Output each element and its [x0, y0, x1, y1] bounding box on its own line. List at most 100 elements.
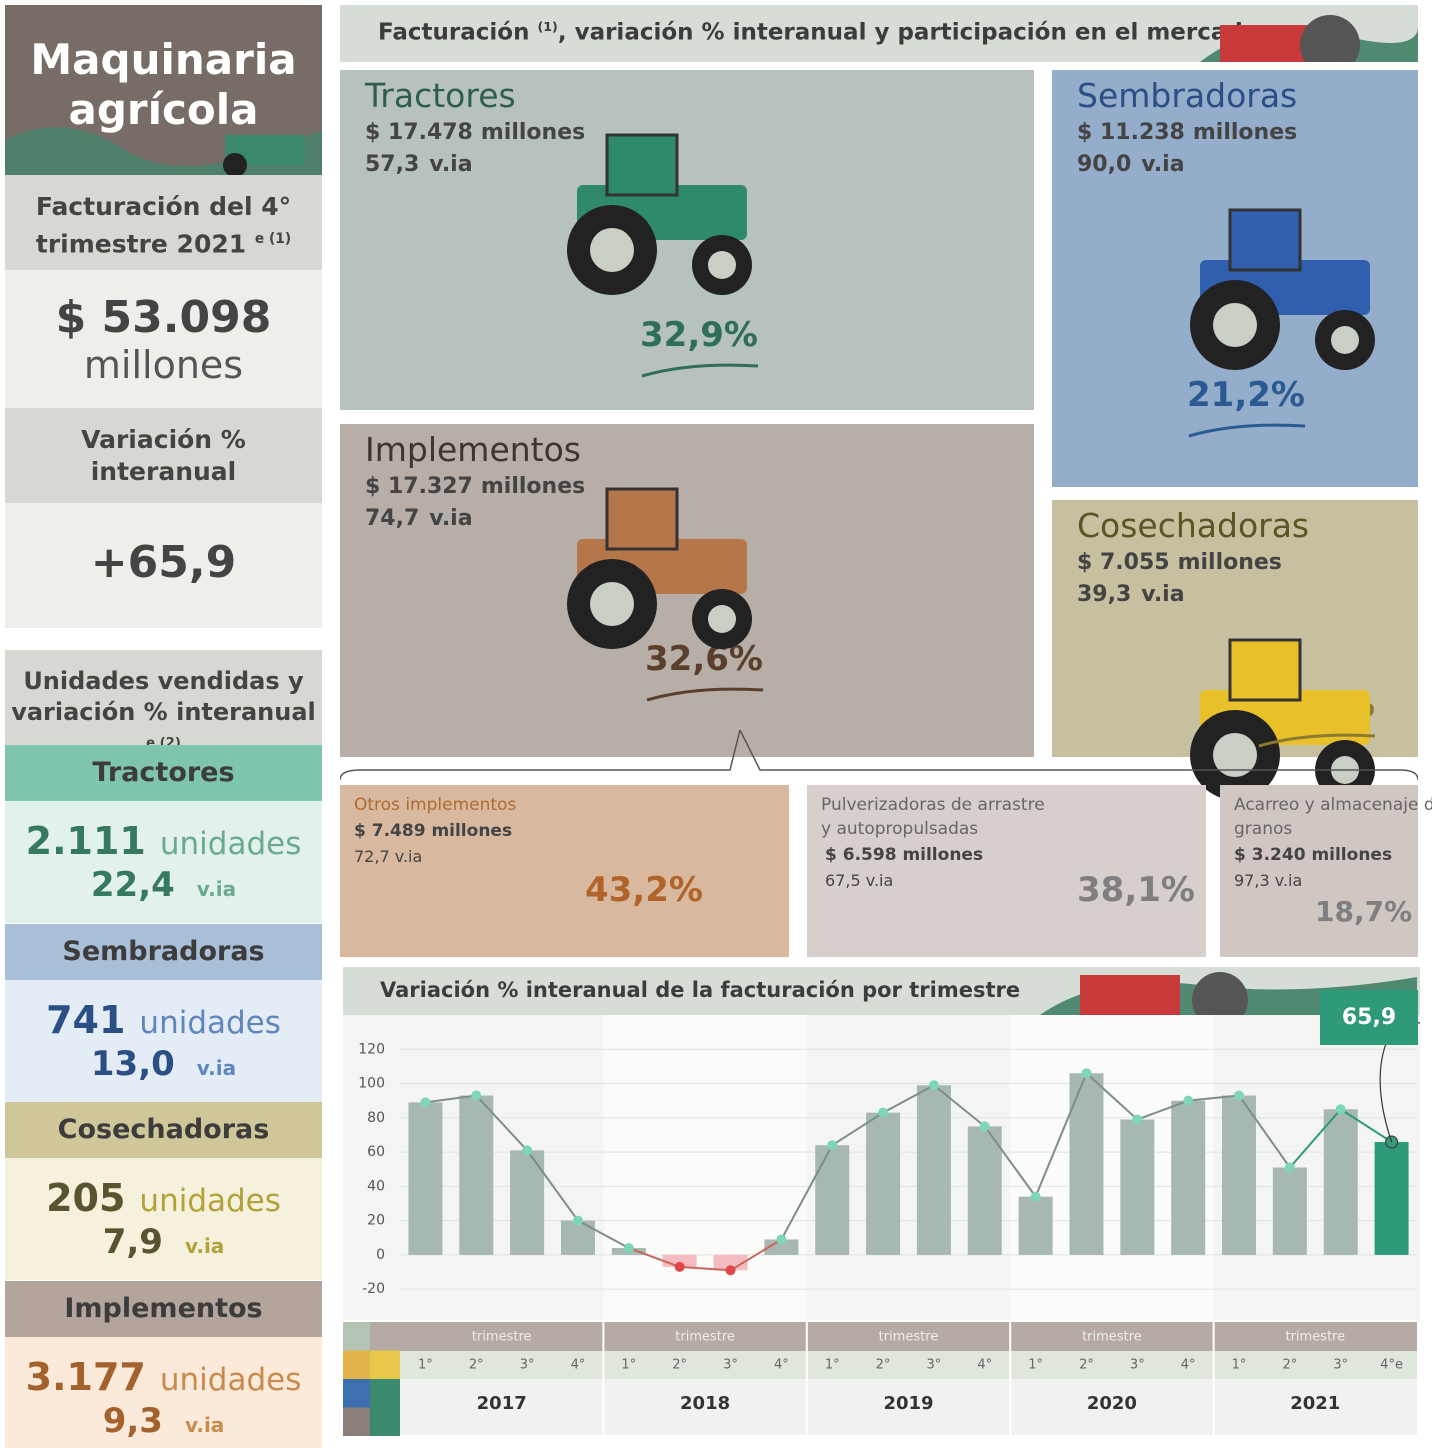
point	[929, 1080, 939, 1090]
annotation: 65,9	[1342, 1005, 1396, 1030]
unit-header: Implementos	[5, 1281, 322, 1337]
y-tick-label: 20	[367, 1213, 385, 1229]
point	[1285, 1163, 1295, 1173]
share: 38,1%	[1077, 870, 1195, 910]
point	[1132, 1115, 1142, 1125]
unit-unit: unidades	[160, 826, 301, 862]
change: 39,3	[1077, 582, 1131, 607]
segment-name: Tractores	[365, 76, 516, 115]
swoosh	[640, 360, 760, 380]
point	[1386, 1136, 1398, 1148]
billing-unit: millones	[5, 343, 322, 387]
year-label: 2017	[477, 1393, 527, 1414]
x-tick-label: 2°	[469, 1358, 484, 1373]
year-label: 2020	[1087, 1393, 1137, 1414]
point	[624, 1243, 634, 1253]
market-title-text: , variación % interanual y participación…	[558, 20, 1259, 46]
sub-segment-name: Otros implementos	[354, 793, 654, 817]
x-tick-label: 2°	[1282, 1358, 1297, 1373]
title-decoration	[5, 110, 322, 175]
group-label: trimestre	[1082, 1330, 1142, 1345]
bar	[1019, 1197, 1053, 1255]
strip	[370, 1351, 400, 1380]
group-label: trimestre	[675, 1330, 735, 1345]
group-label: trimestre	[472, 1330, 532, 1345]
segment-name: Implementos	[365, 430, 581, 469]
unit-change-unit: v.ia	[197, 877, 236, 901]
units-label: Unidades vendidas y variación % interanu…	[5, 650, 322, 745]
point	[827, 1140, 837, 1150]
unit-count: 3.177	[26, 1355, 146, 1399]
segment-name: Sembradoras	[1077, 76, 1297, 115]
x-tick-label: 2°	[672, 1358, 687, 1373]
year-label: 2018	[680, 1393, 730, 1414]
unit-count: 205	[46, 1176, 125, 1220]
x-tick-label: 4°e	[1380, 1358, 1403, 1373]
unit-count: 741	[46, 998, 125, 1042]
x-tick-label: 2°	[1079, 1358, 1094, 1373]
variation-value: +65,9	[5, 503, 322, 628]
strip	[343, 1322, 370, 1351]
sub-segment: Acarreo y almacenaje de granos$ 3.240 mi…	[1220, 785, 1418, 957]
bar	[459, 1096, 493, 1255]
strip	[370, 1322, 400, 1351]
x-tick-label: 1°	[621, 1358, 636, 1373]
sub-segment-name: Acarreo y almacenaje de granos	[1234, 793, 1432, 841]
y-tick-label: 100	[358, 1076, 385, 1092]
billing-box: $ 53.098 millones	[5, 270, 322, 408]
billing: $ 3.240 millones	[1234, 845, 1392, 865]
billing: $ 7.055	[1077, 550, 1170, 575]
infographic: Maquinaria agrícola Facturación del 4° t…	[0, 0, 1432, 1448]
market-title-text: Facturación	[378, 20, 529, 46]
billing: $ 17.327	[365, 474, 473, 499]
point	[878, 1108, 888, 1118]
share: 18,7%	[1315, 895, 1412, 928]
x-tick-label: 1°	[825, 1358, 840, 1373]
change: 72,7 v.ia	[354, 847, 422, 866]
unit-count: 2.111	[26, 819, 146, 863]
bar	[968, 1126, 1002, 1255]
strip	[343, 1379, 370, 1408]
strip	[343, 1408, 370, 1437]
unit-unit: unidades	[139, 1005, 280, 1041]
point	[522, 1145, 532, 1155]
billing-label: Facturación del 4° trimestre 2021 e (1)	[5, 175, 322, 270]
units-label-text: Unidades vendidas y variación % interanu…	[11, 667, 316, 726]
bar	[866, 1113, 900, 1255]
bar	[1273, 1168, 1307, 1255]
swoosh	[1187, 420, 1307, 440]
year-band	[603, 1015, 806, 1320]
bar	[815, 1145, 849, 1255]
group-label: trimestre	[879, 1330, 939, 1345]
bar	[1171, 1101, 1205, 1255]
icon	[1160, 200, 1400, 380]
x-tick-label: 2°	[876, 1358, 891, 1373]
bar	[1324, 1109, 1358, 1255]
change: 67,5 v.ia	[825, 871, 893, 890]
share: 43,2%	[585, 870, 703, 910]
y-tick-label: 40	[367, 1178, 385, 1194]
strip	[343, 1351, 370, 1380]
unit-row: 741 unidades	[5, 998, 322, 1042]
unit-unit: unidades	[139, 1183, 280, 1219]
change-unit: v.ia	[429, 152, 472, 177]
bar	[1222, 1096, 1256, 1255]
billing-label-text: Facturación del 4° trimestre 2021	[36, 192, 291, 258]
chart: Variación % interanual de la facturación…	[340, 965, 1420, 1440]
unit-change-unit: v.ia	[185, 1234, 224, 1258]
icon	[537, 125, 777, 305]
change: 74,7	[365, 506, 419, 531]
unit-row: 205 unidades	[5, 1176, 322, 1220]
x-tick-label: 1°	[418, 1358, 433, 1373]
share: 32,9%	[640, 315, 758, 355]
group-label: trimestre	[1285, 1330, 1345, 1345]
